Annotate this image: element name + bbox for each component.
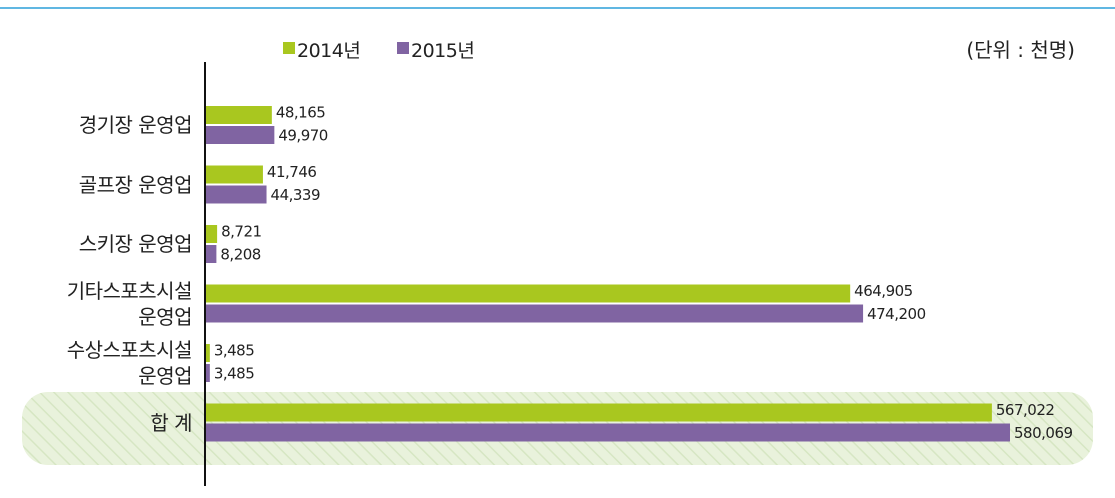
legend-label: 2015년: [411, 40, 475, 62]
legend-swatch: [283, 42, 295, 54]
value-label: 44,339: [271, 186, 321, 204]
value-label: 474,200: [867, 305, 926, 323]
value-label: 49,970: [278, 127, 328, 145]
value-label: 48,165: [276, 104, 326, 122]
legend-label: 2014년: [297, 40, 361, 62]
bar: [206, 185, 267, 204]
value-label: 3,485: [214, 365, 254, 383]
bar: [206, 344, 210, 362]
value-label: 41,746: [267, 163, 317, 181]
bar: [206, 304, 864, 323]
category-label: 기타스포츠시설 운영업: [66, 278, 193, 329]
value-label: 8,208: [220, 246, 260, 264]
category-label: 합 계: [150, 410, 192, 435]
bar: [206, 284, 851, 303]
legend-swatch: [397, 42, 409, 54]
unit-label: (단위 : 천명): [966, 38, 1075, 62]
value-label: 3,485: [214, 342, 254, 360]
bar: [206, 423, 1010, 442]
bar: [206, 225, 218, 243]
value-label: 580,069: [1014, 424, 1073, 442]
bar: [206, 403, 992, 422]
bar: [206, 165, 263, 184]
category-label: 스키장 운영업: [78, 232, 193, 256]
value-label: 567,022: [996, 401, 1055, 419]
bar: [206, 126, 275, 144]
category-label: 경기장 운영업: [78, 113, 193, 137]
value-label: 8,721: [221, 223, 261, 241]
bar: [206, 106, 272, 124]
bar: [206, 364, 210, 382]
bar: [206, 245, 217, 263]
category-label: 골프장 운영업: [78, 172, 193, 197]
value-label: 464,905: [854, 282, 913, 300]
category-label: 수상스포츠시설 운영업: [66, 338, 193, 388]
